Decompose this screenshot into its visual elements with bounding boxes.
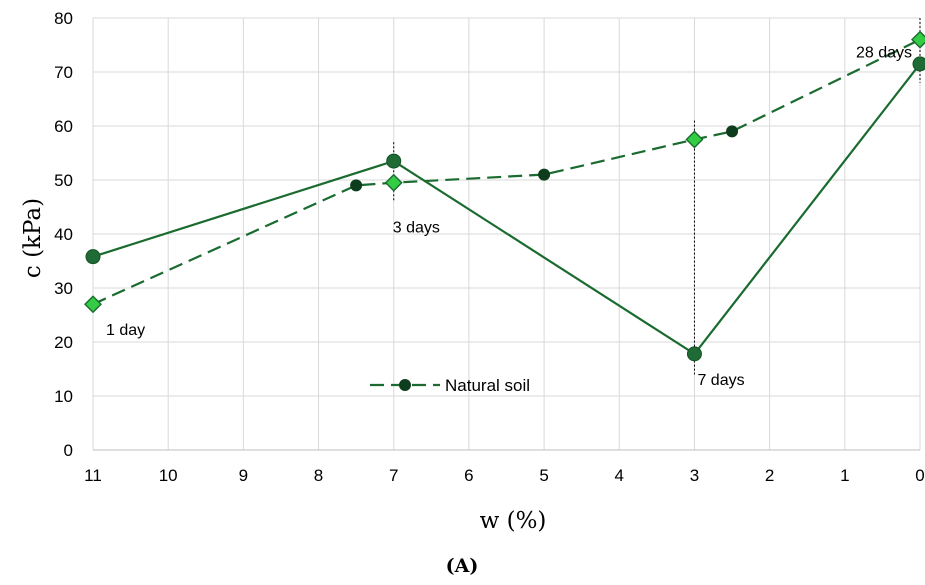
legend: Natural soil <box>370 376 530 395</box>
natural-soil-point <box>350 179 363 192</box>
natural-soil-point <box>538 168 551 181</box>
diamond-series-point <box>685 130 704 149</box>
series-layer <box>84 30 925 362</box>
diamond-series-point <box>911 30 925 49</box>
y-tick-label: 10 <box>54 387 73 406</box>
series-line-solid <box>92 63 921 356</box>
solid-series-point <box>686 346 702 362</box>
annotation-label: 1 day <box>106 322 145 339</box>
annotation-label: 3 days <box>393 220 440 237</box>
solid-series-point <box>85 249 101 265</box>
x-tick-label: 4 <box>615 466 624 485</box>
x-tick-label: 10 <box>159 466 178 485</box>
grid <box>92 17 921 450</box>
x-tick-label: 3 <box>690 466 699 485</box>
x-tick-label: 9 <box>239 466 248 485</box>
diamond-series-point <box>84 295 102 314</box>
annotation-label: 28 days <box>856 45 912 62</box>
y-tick-label: 80 <box>54 9 73 28</box>
drop-lines <box>393 18 921 375</box>
series-line-dashed <box>92 38 921 306</box>
y-tick-label: 50 <box>54 171 73 190</box>
annotation-label: 7 days <box>697 372 744 389</box>
x-axis-title: w (%) <box>480 508 547 534</box>
x-tick-label: 8 <box>314 466 323 485</box>
y-tick-label: 60 <box>54 117 73 136</box>
solid-series-point <box>912 56 925 72</box>
annotations: 1 day 3 days 7 days 28 days <box>106 45 912 389</box>
diamond-series-point <box>384 173 403 192</box>
legend-marker <box>399 379 411 391</box>
x-tick-label: 6 <box>464 466 473 485</box>
x-tick-label: 5 <box>539 466 548 485</box>
natural-soil-point <box>726 125 739 138</box>
y-tick-label: 70 <box>54 63 73 82</box>
panel-label: (A) <box>446 555 479 577</box>
y-tick-label: 30 <box>54 279 73 298</box>
x-tick-label: 0 <box>915 466 924 485</box>
x-tick-label: 1 <box>840 466 849 485</box>
y-tick-label: 20 <box>54 333 73 352</box>
y-tick-label: 0 <box>64 441 73 460</box>
y-tick-label: 40 <box>54 225 73 244</box>
x-tick-label: 7 <box>389 466 398 485</box>
legend-label: Natural soil <box>445 376 530 395</box>
solid-series-point <box>386 153 402 169</box>
x-tick-label: 2 <box>765 466 774 485</box>
x-tick-label: 11 <box>84 466 102 485</box>
y-axis-title: c (kPa) <box>20 198 46 278</box>
